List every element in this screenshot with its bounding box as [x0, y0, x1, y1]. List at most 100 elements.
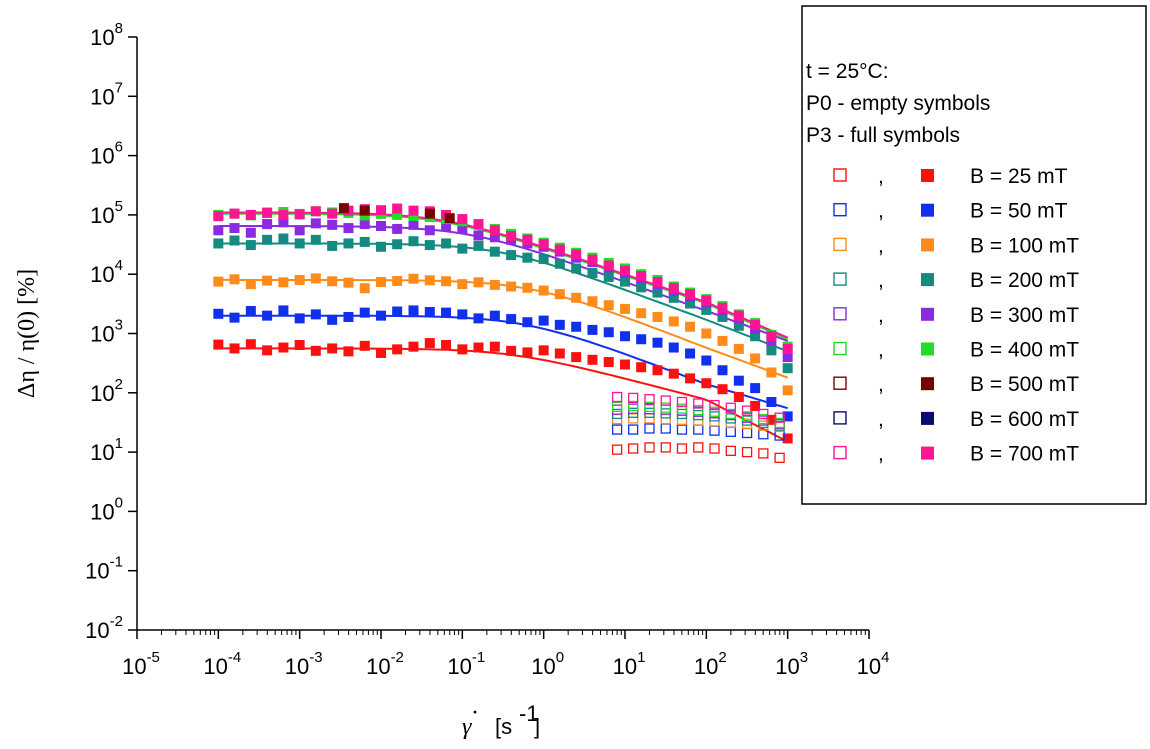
data-point	[750, 319, 761, 330]
data-point	[733, 310, 744, 321]
legend-separator: ,	[878, 373, 884, 396]
data-point	[489, 341, 500, 352]
data-point	[262, 275, 273, 286]
data-point	[782, 343, 793, 354]
data-point	[392, 203, 403, 214]
data-point	[245, 305, 256, 316]
data-point	[660, 402, 671, 413]
legend-header-line: P3 - full symbols	[806, 124, 960, 147]
data-point	[766, 331, 777, 342]
data-point	[750, 400, 761, 411]
data-point	[628, 392, 639, 404]
data-point	[376, 241, 386, 252]
data-point	[327, 208, 338, 219]
y-axis-label: Δη / η(0) [%]	[14, 269, 40, 398]
data-point	[652, 287, 663, 298]
data-point	[473, 219, 484, 230]
data-point	[554, 244, 565, 255]
data-point	[676, 396, 688, 408]
data-point	[750, 353, 761, 364]
x-tick-label: 10-4	[203, 649, 241, 679]
legend: t = 25°C: P0 - empty symbols P3 - full sym…	[801, 5, 1147, 505]
data-point	[750, 383, 761, 394]
data-point	[506, 281, 517, 292]
data-point	[611, 413, 623, 425]
data-point	[587, 354, 598, 365]
data-point	[628, 443, 639, 454]
data-point	[262, 310, 273, 321]
data-point	[343, 346, 354, 357]
data-point	[725, 426, 736, 437]
data-point	[376, 310, 386, 321]
data-point	[343, 277, 354, 288]
data-point	[424, 208, 435, 219]
data-point	[262, 234, 273, 245]
data-point	[424, 338, 435, 349]
legend-empty-symbol	[833, 272, 847, 286]
x-axis-label: γ · [s -1 ]	[462, 700, 540, 740]
data-point	[652, 365, 663, 376]
data-point	[717, 311, 728, 322]
data-point	[408, 341, 419, 352]
data-point	[587, 254, 598, 265]
x-tick-label: 103	[775, 649, 808, 679]
data-point	[709, 406, 720, 417]
data-point	[408, 236, 419, 247]
y-tick-label: 10-1	[85, 554, 123, 584]
x-axis-label-dot: ·	[471, 700, 479, 726]
data-point	[693, 404, 704, 416]
legend-full-symbol	[921, 446, 934, 460]
data-point	[701, 295, 712, 306]
data-point	[603, 271, 614, 282]
data-point	[782, 385, 793, 396]
data-point	[660, 395, 671, 406]
data-point	[741, 427, 753, 439]
x-tick-label: 101	[613, 649, 646, 679]
data-point	[652, 337, 663, 348]
data-point	[444, 213, 455, 224]
data-point	[668, 342, 679, 353]
x-tick-label: 102	[694, 649, 727, 679]
data-point	[327, 276, 338, 287]
legend-empty-symbol	[833, 237, 847, 252]
data-point	[701, 355, 712, 366]
legend-separator: ,	[878, 234, 884, 257]
legend-separator: ,	[878, 200, 884, 223]
data-point	[327, 343, 338, 354]
x-tick-label: 100	[531, 649, 564, 679]
data-point	[359, 307, 370, 318]
legend-entry-label: B = 100 mT	[970, 234, 1079, 257]
data-point	[741, 411, 753, 422]
legend-box	[801, 5, 1147, 505]
data-point	[213, 339, 224, 350]
data-point	[693, 398, 704, 409]
data-point	[376, 220, 386, 231]
y-tick-label: 102	[90, 376, 123, 406]
x-axis-label-unit-exp: -1	[519, 701, 539, 726]
data-point	[506, 345, 517, 356]
data-point	[733, 343, 744, 354]
data-point	[587, 324, 598, 335]
legend-empty-symbol	[833, 445, 847, 460]
legend-entry-label: B = 700 mT	[970, 443, 1079, 466]
data-point	[489, 232, 500, 243]
data-point	[774, 452, 785, 463]
data-point	[603, 260, 614, 271]
data-point	[685, 321, 696, 332]
data-point	[441, 307, 452, 318]
data-point	[278, 342, 289, 353]
data-point	[327, 240, 338, 251]
data-point	[587, 267, 598, 278]
legend-separator: ,	[878, 443, 884, 466]
data-point	[489, 246, 500, 257]
data-point	[685, 373, 696, 384]
data-point	[538, 285, 549, 296]
data-point	[245, 279, 256, 290]
data-point	[660, 408, 671, 419]
data-point	[489, 225, 500, 236]
data-point	[628, 424, 639, 435]
data-point	[611, 424, 623, 435]
data-point	[294, 274, 305, 285]
data-point	[294, 339, 305, 350]
